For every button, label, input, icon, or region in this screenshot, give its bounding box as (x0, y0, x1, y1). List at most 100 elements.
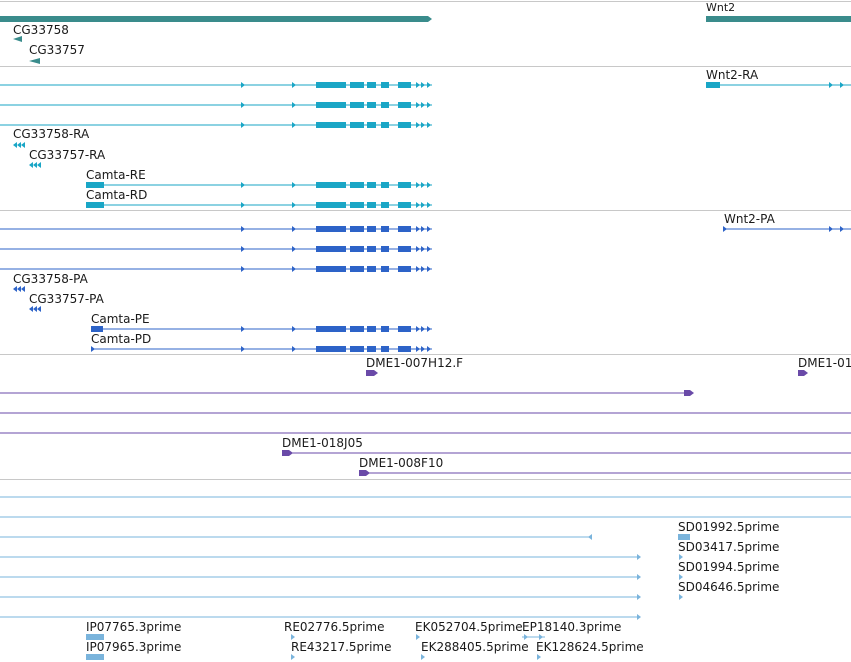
clone-end[interactable] (366, 370, 378, 376)
strand-arrow[interactable] (37, 162, 41, 168)
strand-arrow[interactable] (416, 82, 420, 88)
strand-arrow[interactable] (524, 634, 528, 640)
gene-bar-wnt2[interactable] (706, 16, 851, 22)
est-block[interactable] (86, 654, 104, 660)
clone-end[interactable] (282, 450, 293, 456)
gene-bar-camta[interactable] (0, 16, 432, 22)
strand-arrow[interactable] (637, 594, 641, 600)
strand-arrow[interactable] (29, 306, 33, 312)
strand-arrow[interactable] (421, 246, 425, 252)
strand-arrow[interactable] (421, 266, 425, 272)
transcript-exon[interactable] (350, 102, 364, 108)
transcript-exon[interactable] (381, 326, 389, 332)
strand-arrow[interactable] (427, 346, 431, 352)
strand-arrow[interactable] (421, 182, 425, 188)
est-label-ip07965[interactable]: IP07965.3prime (86, 640, 182, 654)
transcript-exon[interactable] (381, 346, 389, 352)
transcript-exon[interactable] (367, 182, 376, 188)
strand-arrow[interactable] (292, 326, 296, 332)
strand-arrow[interactable] (17, 142, 21, 148)
est-label-re02776[interactable]: RE02776.5prime (284, 620, 385, 634)
transcript-exon[interactable] (398, 202, 411, 208)
transcript-label-cg33758-ra[interactable]: CG33758-RA (13, 127, 90, 141)
gene-label-wnt2[interactable]: Wnt2 (706, 1, 736, 14)
transcript-exon[interactable] (381, 82, 389, 88)
strand-arrow[interactable] (537, 654, 541, 660)
est-label-ek128624[interactable]: EK128624.5prime (536, 640, 644, 654)
transcript-exon[interactable] (316, 246, 346, 252)
strand-arrow[interactable] (21, 142, 25, 148)
strand-arrow[interactable] (241, 122, 245, 128)
transcript-exon[interactable] (316, 266, 346, 272)
transcript-exon[interactable] (367, 246, 376, 252)
transcript-exon[interactable] (316, 102, 346, 108)
transcript-exon[interactable] (367, 82, 376, 88)
strand-arrow[interactable] (292, 226, 296, 232)
strand-arrow[interactable] (33, 162, 37, 168)
strand-arrow[interactable] (427, 266, 431, 272)
transcript-exon[interactable] (367, 226, 376, 232)
transcript-exon[interactable] (381, 182, 389, 188)
strand-arrow[interactable] (17, 286, 21, 292)
strand-arrow[interactable] (91, 346, 95, 352)
clone-label-dme1-018j05[interactable]: DME1-018J05 (282, 436, 363, 450)
transcript-exon[interactable] (398, 346, 411, 352)
transcript-exon[interactable] (86, 202, 104, 208)
clone-label-dme1-008f10[interactable]: DME1-008F10 (359, 456, 444, 470)
transcript-exon[interactable] (350, 82, 364, 88)
transcript-exon[interactable] (316, 122, 346, 128)
strand-arrow[interactable] (416, 182, 420, 188)
transcript-exon[interactable] (316, 346, 346, 352)
est-label-sd01994[interactable]: SD01994.5prime (678, 560, 780, 574)
transcript-label-cg33757-ra[interactable]: CG33757-RA (29, 148, 106, 162)
strand-arrow[interactable] (241, 202, 245, 208)
gene-label-cg33757[interactable]: CG33757 (29, 43, 85, 57)
clone-label-dme1-01[interactable]: DME1-01 (798, 356, 851, 370)
est-label-sd03417[interactable]: SD03417.5prime (678, 540, 780, 554)
strand-arrow[interactable] (421, 326, 425, 332)
transcript-exon[interactable] (367, 326, 376, 332)
transcript-exon[interactable] (381, 102, 389, 108)
transcript-exon[interactable] (316, 82, 346, 88)
strand-arrow[interactable] (427, 182, 431, 188)
strand-arrow[interactable] (723, 226, 727, 232)
strand-arrow[interactable] (421, 82, 425, 88)
transcript-exon[interactable] (350, 346, 364, 352)
strand-arrow[interactable] (427, 226, 431, 232)
transcript-exon[interactable] (350, 246, 364, 252)
est-label-re43217[interactable]: RE43217.5prime (291, 640, 392, 654)
clone-end[interactable] (798, 370, 808, 376)
transcript-label-wnt2-ra[interactable]: Wnt2-RA (706, 68, 759, 82)
est-label-sd04646[interactable]: SD04646.5prime (678, 580, 780, 594)
transcript-exon[interactable] (350, 202, 364, 208)
est-label-ek288405[interactable]: EK288405.5prime (421, 640, 529, 654)
strand-arrow[interactable] (416, 346, 420, 352)
strand-arrow[interactable] (427, 82, 431, 88)
strand-arrow[interactable] (421, 102, 425, 108)
transcript-exon[interactable] (367, 346, 376, 352)
transcript-exon[interactable] (367, 122, 376, 128)
est-label-sd01992[interactable]: SD01992.5prime (678, 520, 780, 534)
strand-arrow[interactable] (416, 326, 420, 332)
est-label-ek052704[interactable]: EK052704.5prime (415, 620, 523, 634)
strand-arrow[interactable] (292, 82, 296, 88)
strand-arrow[interactable] (421, 226, 425, 232)
strand-arrow[interactable] (292, 346, 296, 352)
transcript-label-camta-rd[interactable]: Camta-RD (86, 188, 148, 202)
strand-arrow[interactable] (416, 634, 420, 640)
transcript-label-camta-re[interactable]: Camta-RE (86, 168, 146, 182)
transcript-exon[interactable] (316, 202, 346, 208)
transcript-exon[interactable] (316, 182, 346, 188)
transcript-exon[interactable] (367, 266, 376, 272)
strand-arrow[interactable] (829, 82, 833, 88)
strand-arrow[interactable] (292, 202, 296, 208)
transcript-exon[interactable] (350, 182, 364, 188)
strand-arrow[interactable] (637, 614, 641, 620)
transcript-exon[interactable] (706, 82, 720, 88)
est-block[interactable] (86, 634, 104, 640)
transcript-exon[interactable] (350, 266, 364, 272)
strand-arrow[interactable] (679, 574, 683, 580)
strand-arrow[interactable] (13, 286, 17, 292)
strand-arrow[interactable] (840, 82, 844, 88)
